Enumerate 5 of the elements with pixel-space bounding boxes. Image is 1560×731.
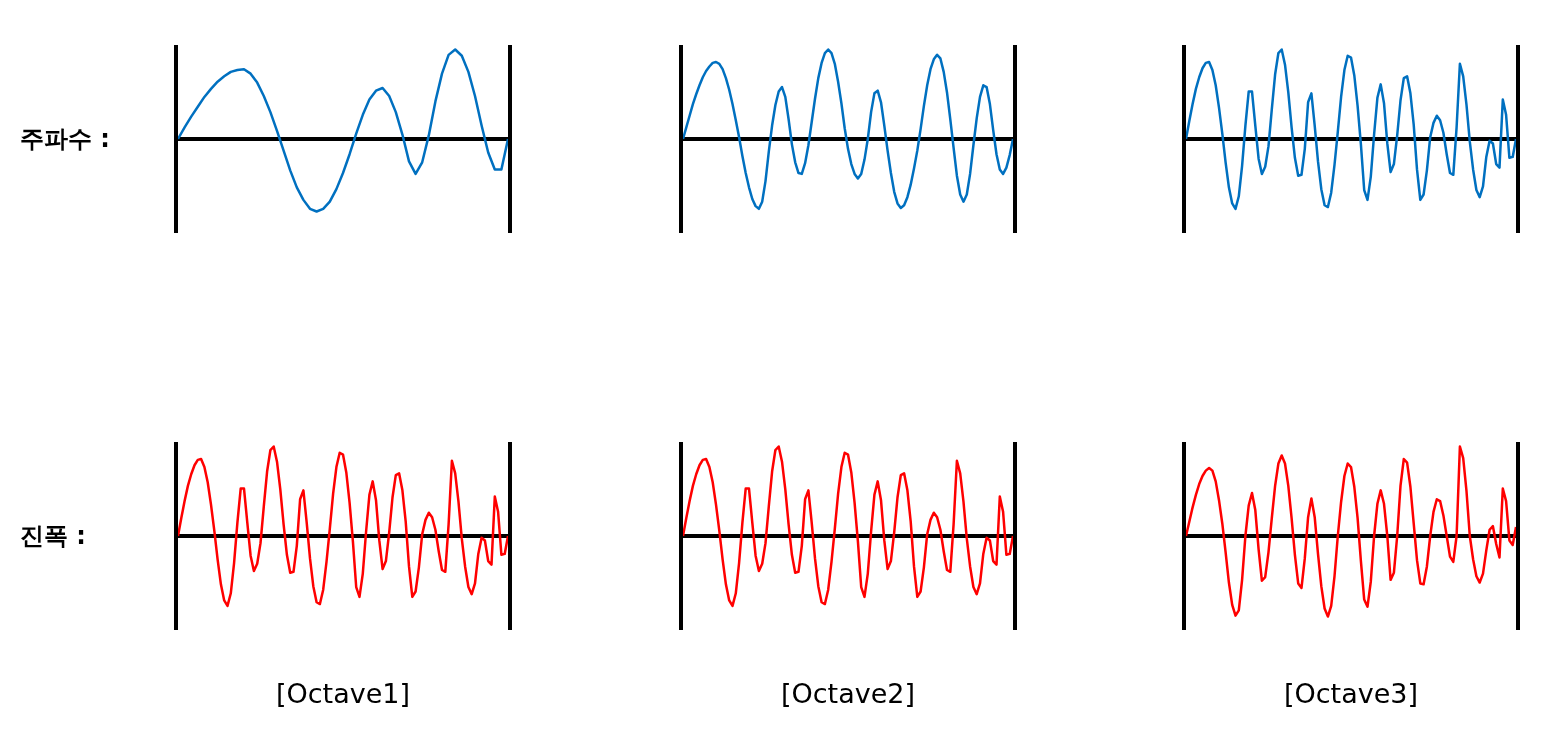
x-axis-title: [Octave3]	[1282, 678, 1420, 709]
x-axis-title: [Octave1]	[274, 678, 412, 709]
y-axis-title: 주파수 :	[20, 124, 111, 155]
x-axis-title: [Octave2]	[779, 678, 917, 709]
y-axis-title: 진폭 :	[20, 521, 87, 552]
